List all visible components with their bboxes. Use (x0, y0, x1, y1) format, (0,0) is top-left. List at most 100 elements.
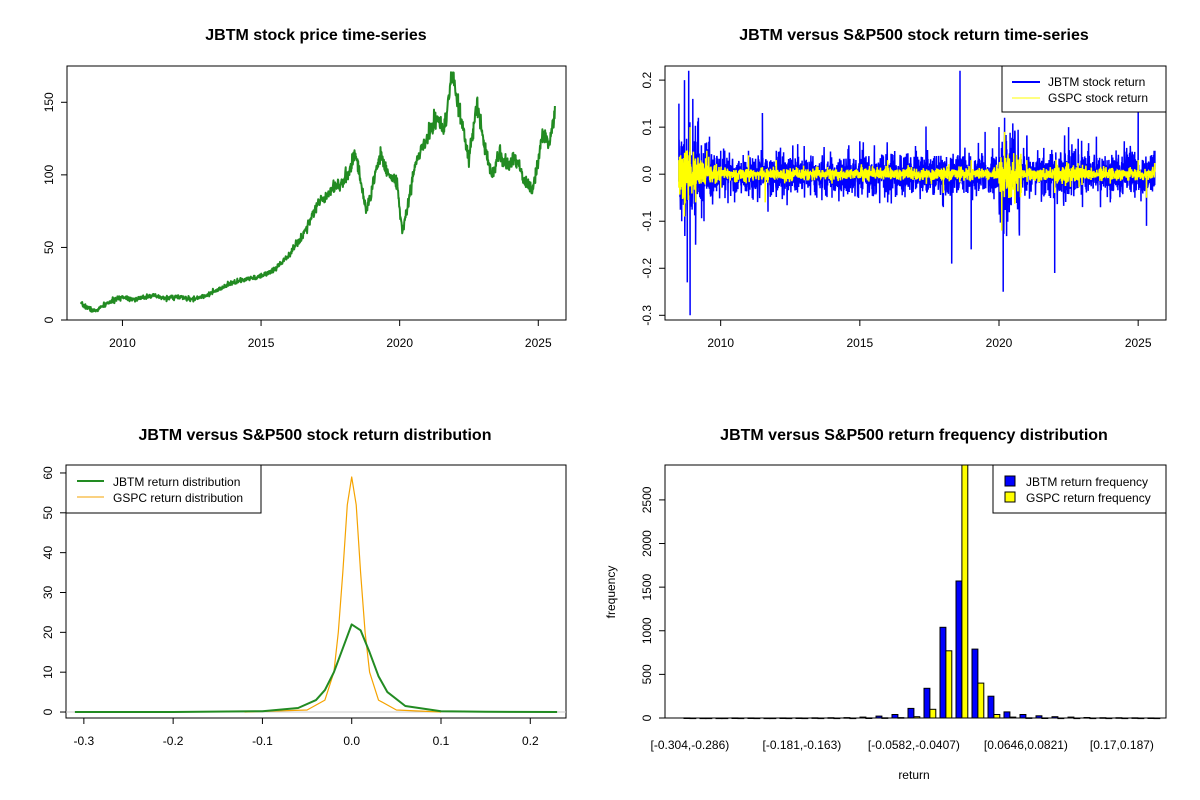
gspc-frequency-bar (1105, 717, 1113, 720)
gspc-frequency-bar (1025, 717, 1033, 719)
gspc-frequency-bar (1009, 716, 1017, 719)
frequency-y-axis: 0 500 1000 1500 2000 2500 (640, 486, 665, 721)
return-timeseries-y-tick-label: 0.1 (640, 118, 654, 135)
jbtm-frequency-bar (683, 717, 691, 720)
gspc-frequency-bar (1089, 717, 1097, 720)
price-plot-area (66, 65, 567, 321)
frequency-plot-area (664, 464, 1167, 720)
frequency-panel: JBTM versus S&P500 return frequency dist… (604, 427, 1167, 782)
price-x-tick-label: 2010 (109, 336, 136, 350)
return-timeseries-y-tick-label: -0.1 (640, 211, 654, 232)
gspc-density-line (244, 476, 442, 713)
jbtm-frequency-bar (827, 717, 835, 719)
jbtm-frequency-bar (1147, 717, 1155, 720)
price-plot-frame (66, 65, 567, 321)
density-y-tick-label: 60 (41, 466, 55, 480)
gspc-frequency-bar (1041, 717, 1049, 720)
density-x-tick-label: 0.0 (343, 734, 360, 748)
jbtm-frequency-bar (1019, 714, 1027, 719)
frequency-x-tick-label: [0.17,0.187) (1090, 738, 1154, 752)
gspc-frequency-bar (1137, 717, 1145, 720)
frequency-x-tick-label: [-0.181,-0.163) (763, 738, 842, 752)
legend-label-jbtm-frequency: JBTM return frequency (1026, 475, 1148, 489)
return-timeseries-y-axis: -0.3 -0.2 -0.1 0.0 0.1 0.2 (640, 71, 665, 326)
density-x-tick-label: -0.2 (163, 734, 184, 748)
jbtm-frequency-bar (747, 717, 755, 720)
gspc-frequency-bar (897, 717, 905, 719)
legend-label-gspc-frequency: GSPC return frequency (1026, 491, 1151, 505)
legend-label-gspc: GSPC stock return (1048, 91, 1148, 105)
density-y-tick-label: 10 (41, 665, 55, 679)
density-x-axis: -0.3 -0.2 -0.1 0.0 0.1 0.2 (74, 718, 539, 748)
gspc-frequency-bar (849, 717, 857, 720)
return-timeseries-legend: JBTM stock return GSPC stock return (1001, 65, 1167, 113)
return-timeseries-x-tick-label: 2015 (846, 336, 873, 350)
gspc-frequency-bar (961, 464, 969, 719)
price-y-tick-label: 100 (42, 165, 56, 185)
density-y-tick-label: 0 (41, 708, 55, 715)
frequency-x-tick-label: [-0.304,-0.286) (651, 738, 730, 752)
return-timeseries-y-tick-label: 0.2 (640, 71, 654, 88)
price-y-axis: 0 50 100 150 (42, 92, 67, 323)
density-title: JBTM versus S&P500 stock return distribu… (139, 427, 492, 444)
jbtm-frequency-bar (843, 717, 851, 719)
frequency-y-tick-label: 0 (640, 714, 654, 721)
density-x-tick-label: 0.1 (433, 734, 450, 748)
jbtm-frequency-bar (859, 716, 867, 719)
jbtm-frequency-bar (763, 717, 771, 720)
gspc-frequency-bar (881, 717, 889, 719)
jbtm-frequency-bar (875, 715, 883, 719)
return-timeseries-y-tick-label: 0.0 (640, 166, 654, 183)
jbtm-frequency-bar (731, 717, 739, 720)
return-timeseries-y-tick-label: -0.3 (640, 305, 654, 326)
jbtm-frequency-bar (955, 580, 963, 719)
frequency-title: JBTM versus S&P500 return frequency dist… (720, 427, 1108, 444)
density-y-tick-label: 50 (41, 506, 55, 520)
price-series-line (79, 71, 556, 313)
density-x-tick-label: 0.2 (522, 734, 539, 748)
jbtm-frequency-bar (1051, 716, 1059, 719)
price-y-tick-label: 0 (42, 316, 56, 323)
gspc-frequency-bar (753, 717, 761, 720)
gspc-frequency-bar (817, 717, 825, 720)
jbtm-frequency-bar (1003, 711, 1011, 719)
price-x-axis: 2010 2015 2020 2025 (109, 320, 552, 350)
gspc-frequency-bar (705, 717, 713, 720)
jbtm-frequency-bar (987, 695, 995, 719)
jbtm-frequency-bar (779, 717, 787, 720)
jbtm-frequency-bar (1099, 717, 1107, 719)
gspc-frequency-bar (993, 714, 1001, 719)
jbtm-frequency-bar (923, 687, 931, 719)
frequency-y-axis-label: frequency (604, 566, 618, 619)
density-x-tick-label: -0.1 (252, 734, 273, 748)
gspc-frequency-bar (689, 717, 697, 720)
legend-label-jbtm-density: JBTM return distribution (113, 475, 240, 489)
frequency-y-tick-label: 2500 (640, 486, 654, 513)
legend-label-gspc-density: GSPC return distribution (113, 491, 243, 505)
frequency-x-tick-label: [0.0646,0.0821) (984, 738, 1068, 752)
return-timeseries-x-tick-label: 2020 (986, 336, 1013, 350)
density-y-tick-label: 20 (41, 625, 55, 639)
gspc-frequency-bar (737, 717, 745, 720)
density-y-tick-label: 40 (41, 546, 55, 560)
density-legend: JBTM return distribution GSPC return dis… (65, 464, 262, 514)
price-x-tick-label: 2025 (525, 336, 552, 350)
jbtm-frequency-bar (1131, 717, 1139, 719)
return-timeseries-title: JBTM versus S&P500 stock return time-ser… (739, 27, 1089, 44)
gspc-frequency-bar (945, 650, 953, 719)
jbtm-density-line (74, 623, 558, 713)
frequency-y-tick-label: 2000 (640, 530, 654, 557)
gspc-frequency-bar (785, 717, 793, 720)
legend-label-jbtm: JBTM stock return (1048, 75, 1145, 89)
gspc-frequency-bar (1073, 717, 1081, 720)
gspc-frequency-bar (865, 717, 873, 720)
jbtm-frequency-bar (939, 626, 947, 719)
frequency-x-axis-label: return (898, 768, 929, 782)
gspc-frequency-bar (1057, 717, 1065, 720)
price-panel: JBTM stock price time-series 2010 2015 2… (42, 27, 567, 350)
frequency-legend-box (992, 464, 1167, 514)
jbtm-frequency-bar (699, 717, 707, 720)
jbtm-frequency-bar (1035, 715, 1043, 719)
jbtm-frequency-bar (811, 717, 819, 719)
